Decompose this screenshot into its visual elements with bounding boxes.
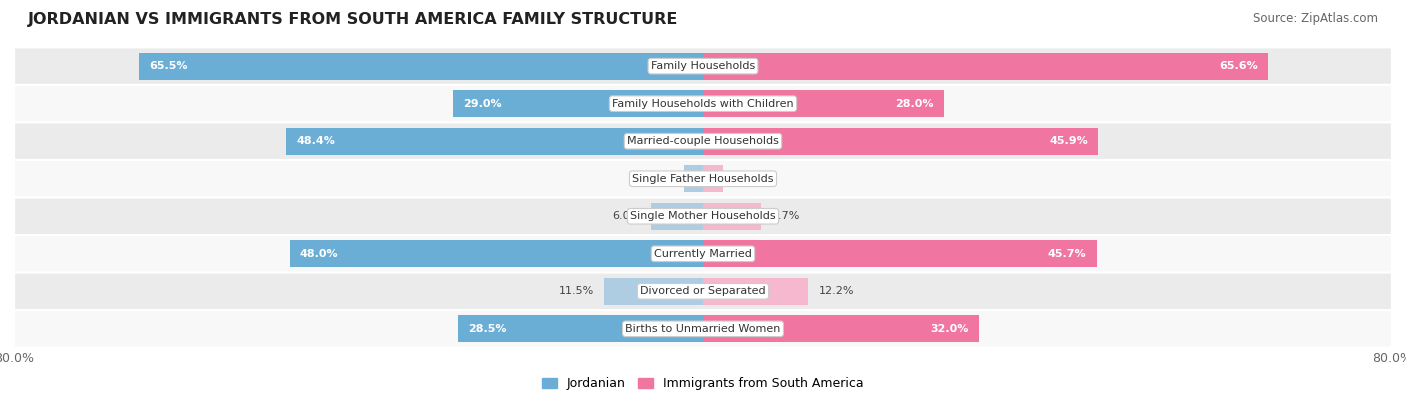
Text: Divorced or Separated: Divorced or Separated bbox=[640, 286, 766, 296]
Text: 48.4%: 48.4% bbox=[297, 136, 336, 146]
Bar bbox=[703, 128, 1098, 155]
Text: Births to Unmarried Women: Births to Unmarried Women bbox=[626, 324, 780, 334]
Bar bbox=[703, 315, 979, 342]
Text: 65.6%: 65.6% bbox=[1219, 61, 1257, 71]
FancyBboxPatch shape bbox=[14, 47, 1392, 85]
Bar bbox=[139, 53, 703, 80]
Text: Source: ZipAtlas.com: Source: ZipAtlas.com bbox=[1253, 12, 1378, 25]
Bar bbox=[290, 240, 703, 267]
Bar bbox=[703, 90, 945, 117]
Bar bbox=[685, 165, 703, 192]
Text: 2.3%: 2.3% bbox=[733, 174, 762, 184]
Text: 32.0%: 32.0% bbox=[929, 324, 969, 334]
Bar bbox=[703, 53, 1268, 80]
Text: 6.0%: 6.0% bbox=[613, 211, 641, 221]
Text: 45.7%: 45.7% bbox=[1047, 249, 1087, 259]
Text: 6.7%: 6.7% bbox=[770, 211, 800, 221]
Text: Married-couple Households: Married-couple Households bbox=[627, 136, 779, 146]
FancyBboxPatch shape bbox=[14, 235, 1392, 273]
Text: 11.5%: 11.5% bbox=[558, 286, 593, 296]
FancyBboxPatch shape bbox=[14, 122, 1392, 160]
Text: Family Households: Family Households bbox=[651, 61, 755, 71]
Legend: Jordanian, Immigrants from South America: Jordanian, Immigrants from South America bbox=[537, 372, 869, 395]
Text: 2.2%: 2.2% bbox=[645, 174, 673, 184]
Bar bbox=[703, 240, 1097, 267]
Text: 29.0%: 29.0% bbox=[464, 99, 502, 109]
Text: Family Households with Children: Family Households with Children bbox=[612, 99, 794, 109]
Text: 48.0%: 48.0% bbox=[299, 249, 339, 259]
Bar bbox=[703, 278, 808, 305]
FancyBboxPatch shape bbox=[14, 310, 1392, 348]
Text: 45.9%: 45.9% bbox=[1049, 136, 1088, 146]
Bar bbox=[287, 128, 703, 155]
Text: 28.0%: 28.0% bbox=[896, 99, 934, 109]
Bar bbox=[605, 278, 703, 305]
Text: 65.5%: 65.5% bbox=[149, 61, 188, 71]
Text: 28.5%: 28.5% bbox=[468, 324, 506, 334]
FancyBboxPatch shape bbox=[14, 160, 1392, 198]
Text: JORDANIAN VS IMMIGRANTS FROM SOUTH AMERICA FAMILY STRUCTURE: JORDANIAN VS IMMIGRANTS FROM SOUTH AMERI… bbox=[28, 12, 679, 27]
FancyBboxPatch shape bbox=[14, 273, 1392, 310]
Bar bbox=[703, 165, 723, 192]
Text: 12.2%: 12.2% bbox=[818, 286, 853, 296]
Text: Single Father Households: Single Father Households bbox=[633, 174, 773, 184]
FancyBboxPatch shape bbox=[14, 198, 1392, 235]
Text: Currently Married: Currently Married bbox=[654, 249, 752, 259]
Text: Single Mother Households: Single Mother Households bbox=[630, 211, 776, 221]
Bar bbox=[453, 90, 703, 117]
Bar bbox=[703, 203, 761, 230]
FancyBboxPatch shape bbox=[14, 85, 1392, 122]
Bar bbox=[651, 203, 703, 230]
Bar bbox=[457, 315, 703, 342]
